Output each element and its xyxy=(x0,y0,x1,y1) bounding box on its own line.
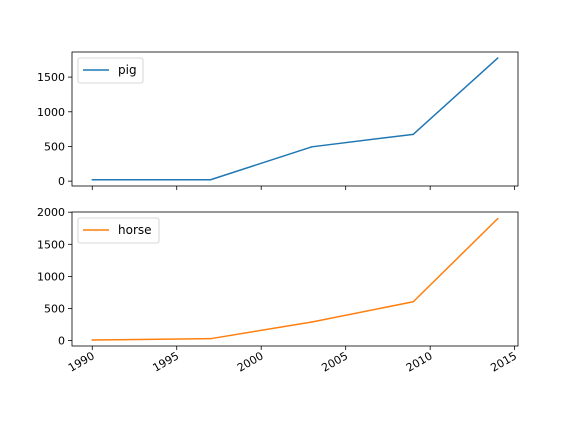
y-tick-label: 0 xyxy=(58,335,65,348)
x-tick-label: 1990 xyxy=(66,349,97,374)
data-point xyxy=(496,217,499,220)
y-tick-label: 500 xyxy=(44,303,65,316)
y-tick-label: 0 xyxy=(58,175,65,188)
y-tick-label: 500 xyxy=(44,140,65,153)
y-tick-label: 1000 xyxy=(37,270,65,283)
series-line-pig xyxy=(92,57,499,181)
data-point xyxy=(209,337,212,340)
data-point xyxy=(91,178,94,181)
legend-box xyxy=(77,217,160,244)
y-tick-label: 1500 xyxy=(37,71,65,84)
data-point xyxy=(311,146,313,148)
x-tick-label: 2000 xyxy=(235,349,266,374)
y-tick-label: 1000 xyxy=(37,106,65,119)
legend: pig xyxy=(77,57,144,84)
legend-label-pig: pig xyxy=(118,63,137,77)
x-tick-label: 2010 xyxy=(404,349,435,374)
x-tick-label: 1995 xyxy=(150,349,181,374)
data-point xyxy=(412,300,415,303)
axes-frame xyxy=(71,51,519,187)
legend-box xyxy=(77,57,144,84)
data-point xyxy=(91,339,94,341)
subplot-1: 0 500 1000 1500 pig xyxy=(37,51,519,190)
data-point xyxy=(311,321,313,323)
axes-frame xyxy=(71,211,519,347)
data-point xyxy=(496,57,499,59)
subplot-2: 0 500 1000 1500 2000 1990 1995 2000 2005 2010 2015… xyxy=(37,206,519,374)
y-tick-label: 2000 xyxy=(37,206,65,219)
data-point xyxy=(412,133,415,136)
x-tick-label: 2015 xyxy=(488,349,519,374)
data-point xyxy=(209,178,212,181)
legend: horse xyxy=(77,217,160,244)
y-tick-label: 1500 xyxy=(37,238,65,251)
x-tick-label: 2005 xyxy=(319,349,350,374)
legend-label-horse: horse xyxy=(118,223,152,237)
